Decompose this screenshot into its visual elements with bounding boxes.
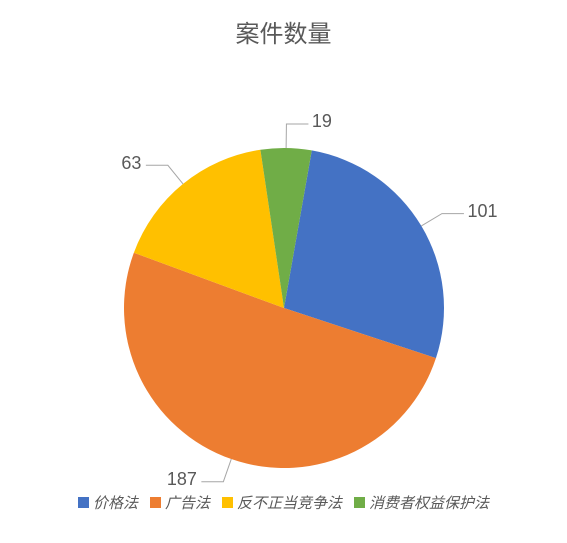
legend-label-2: 反不正当竞争法 — [237, 492, 342, 513]
legend-swatch-2 — [222, 497, 233, 508]
slice-value-label-0: 101 — [467, 201, 497, 222]
leader-line-2 — [145, 165, 182, 184]
chart-title: 案件数量 — [0, 14, 567, 49]
legend-item-0: 价格法 — [78, 492, 138, 513]
legend-swatch-1 — [150, 497, 161, 508]
slice-value-label-3: 19 — [312, 111, 332, 132]
legend-label-0: 价格法 — [93, 492, 138, 513]
legend: 价格法 广告法 反不正当竞争法 消费者权益保护法 — [0, 492, 567, 513]
legend-swatch-3 — [354, 497, 365, 508]
legend-item-2: 反不正当竞争法 — [222, 492, 342, 513]
legend-label-3: 消费者权益保护法 — [369, 492, 489, 513]
leader-line-0 — [421, 214, 464, 226]
leader-line-1 — [201, 459, 231, 482]
legend-item-1: 广告法 — [150, 492, 210, 513]
pie-chart — [54, 78, 514, 538]
legend-label-1: 广告法 — [165, 492, 210, 513]
slice-value-label-1: 187 — [167, 469, 197, 490]
legend-swatch-0 — [78, 497, 89, 508]
pie-container: 101 187 63 19 — [0, 78, 567, 538]
slice-value-label-2: 63 — [121, 153, 141, 174]
legend-item-3: 消费者权益保护法 — [354, 492, 489, 513]
leader-line-3 — [286, 124, 308, 148]
